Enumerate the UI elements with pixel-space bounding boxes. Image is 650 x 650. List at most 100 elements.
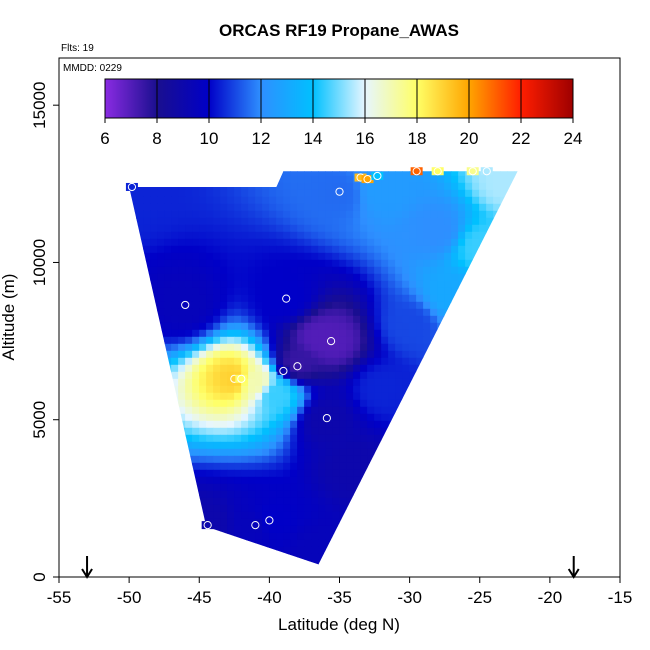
heatmap-cell: [234, 315, 242, 324]
heatmap-cell: [507, 336, 515, 345]
heatmap-cell: [458, 329, 466, 338]
heatmap-cell: [262, 399, 270, 408]
heatmap-cell: [374, 504, 382, 513]
heatmap-cell: [227, 385, 235, 394]
heatmap-cell: [416, 371, 424, 380]
heatmap-cell: [269, 315, 277, 324]
heatmap-cell: [297, 350, 305, 359]
heatmap-cell: [346, 364, 354, 373]
heatmap-cell: [437, 329, 445, 338]
heatmap-cell: [297, 238, 305, 247]
heatmap-cell: [276, 420, 284, 429]
heatmap-cell: [451, 301, 459, 310]
heatmap-cell: [276, 378, 284, 387]
heatmap-cell: [381, 441, 389, 450]
heatmap-cell: [507, 224, 515, 233]
heatmap-cell: [227, 434, 235, 443]
heatmap-cell: [395, 532, 403, 541]
heatmap-cell: [381, 162, 389, 170]
heatmap-cell: [129, 385, 137, 394]
range-arrows: [81, 556, 580, 579]
heatmap-cell: [304, 371, 312, 380]
heatmap-cell: [507, 364, 515, 373]
heatmap-cell: [360, 385, 368, 394]
heatmap-cell: [402, 427, 410, 436]
heatmap-cell: [171, 546, 179, 555]
heatmap-cell: [255, 315, 263, 324]
heatmap-cell: [381, 518, 389, 527]
heatmap-cell: [283, 399, 291, 408]
heatmap-cell: [514, 399, 518, 408]
heatmap-cell: [367, 343, 375, 352]
heatmap-cell: [157, 259, 165, 268]
heatmap-cell: [472, 490, 480, 499]
heatmap-cell: [325, 462, 333, 471]
heatmap-cell: [311, 546, 319, 555]
heatmap-cell: [185, 364, 193, 373]
heatmap-cell: [437, 560, 445, 565]
heatmap-cell: [248, 238, 256, 247]
heatmap-cell: [199, 231, 207, 240]
heatmap-cell: [430, 378, 438, 387]
heatmap-cell: [248, 553, 256, 562]
heatmap-cell: [220, 189, 228, 198]
heatmap-cell: [248, 371, 256, 380]
heatmap-cell: [388, 196, 396, 205]
heatmap-cell: [150, 504, 158, 513]
heatmap-cell: [325, 364, 333, 373]
heatmap-cell: [192, 273, 200, 282]
sample-patch: [280, 294, 293, 303]
heatmap-cell: [143, 518, 151, 527]
heatmap-cell: [241, 568, 249, 576]
heatmap-cell: [325, 350, 333, 359]
heatmap-cell: [241, 546, 249, 555]
heatmap-cell: [234, 259, 242, 268]
heatmap-cell: [388, 455, 396, 464]
heatmap-cell: [164, 469, 172, 478]
heatmap-cell: [465, 518, 473, 527]
heatmap-cell: [129, 483, 130, 492]
heatmap-cell: [290, 238, 298, 247]
heatmap-cell: [304, 568, 312, 576]
heatmap-cell: [248, 357, 256, 366]
heatmap-cell: [444, 162, 452, 170]
heatmap-cell: [304, 511, 312, 520]
heatmap-cell: [493, 259, 501, 268]
heatmap-cell: [157, 231, 165, 240]
heatmap-cell: [290, 357, 298, 366]
heatmap-cell: [213, 224, 221, 233]
heatmap-cell: [479, 546, 487, 555]
x-axis-label: Latitude (deg N): [278, 615, 400, 634]
heatmap-cell: [514, 182, 518, 191]
heatmap-cell: [346, 434, 354, 443]
heatmap-cell: [241, 350, 249, 359]
heatmap-cell: [164, 448, 172, 457]
heatmap-cell: [262, 546, 270, 555]
heatmap-cell: [304, 203, 312, 212]
heatmap-cell: [290, 476, 298, 485]
heatmap-cell: [311, 266, 319, 275]
heatmap-cell: [444, 427, 452, 436]
heatmap-cell: [304, 406, 312, 415]
heatmap-cell: [157, 266, 165, 275]
heatmap-cell: [332, 568, 340, 576]
heatmap-cell: [164, 532, 172, 541]
heatmap-cell: [416, 308, 424, 317]
heatmap-cell: [290, 378, 298, 387]
heatmap-cell: [444, 287, 452, 296]
heatmap-cell: [360, 231, 368, 240]
heatmap-cell: [430, 252, 438, 261]
heatmap-cell: [199, 357, 207, 366]
heatmap-cell: [234, 287, 242, 296]
heatmap-cell: [451, 427, 459, 436]
heatmap-cell: [318, 294, 326, 303]
heatmap-cell: [416, 301, 424, 310]
heatmap-cell: [255, 301, 263, 310]
heatmap-cell: [500, 245, 508, 254]
heatmap-cell: [262, 476, 270, 485]
heatmap-cell: [423, 378, 431, 387]
heatmap-cell: [213, 287, 221, 296]
heatmap-cell: [423, 420, 431, 429]
heatmap-cell: [248, 259, 256, 268]
heatmap-cell: [290, 217, 298, 226]
